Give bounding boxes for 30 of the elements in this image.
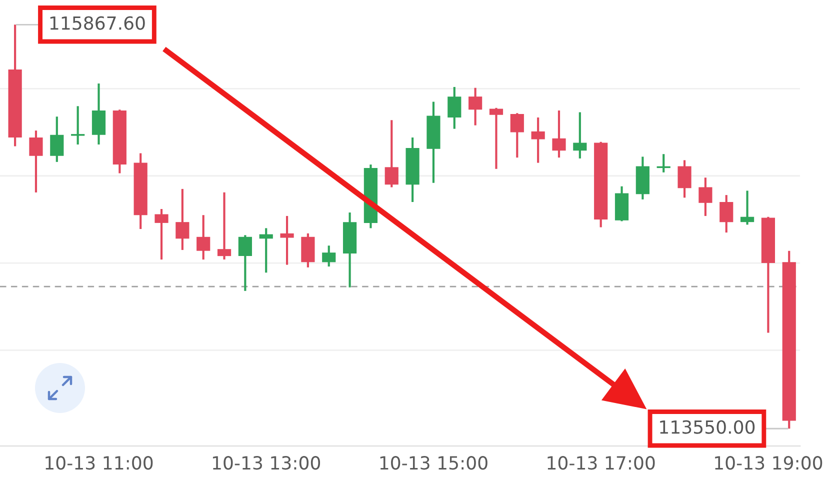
candlestick [322,244,336,268]
candlestick [448,86,462,130]
candlestick [489,106,504,170]
candlestick [176,188,190,252]
x-tick-label: 10-13 15:00 [380,456,488,470]
candlestick [384,119,398,188]
x-tick-label: 10-13 11:00 [46,456,153,470]
candlestick [71,105,85,146]
annotation: 115867.60 [50,16,145,30]
candlestick [678,159,692,199]
candlestick [154,208,168,261]
candlestick [50,116,64,163]
candlestick [531,116,545,164]
candlestick [698,176,712,218]
annotation: 113550.00 [660,420,755,434]
candlestick [29,130,43,194]
candlestick [217,191,232,261]
candlestick [552,109,566,159]
candlestick [280,214,294,266]
candlestick [573,111,587,160]
x-tick-label: 10-13 19:00 [715,456,822,470]
candlestick [196,214,210,261]
x-tick-label: 10-13 17:00 [548,456,655,470]
candlestick [740,190,754,226]
candlestick [720,194,734,234]
candlestick [510,112,524,159]
candlestick [259,227,273,274]
candlestick [468,86,482,126]
candlestick [238,234,252,292]
x-tick-label: 10-13 13:00 [212,456,320,470]
